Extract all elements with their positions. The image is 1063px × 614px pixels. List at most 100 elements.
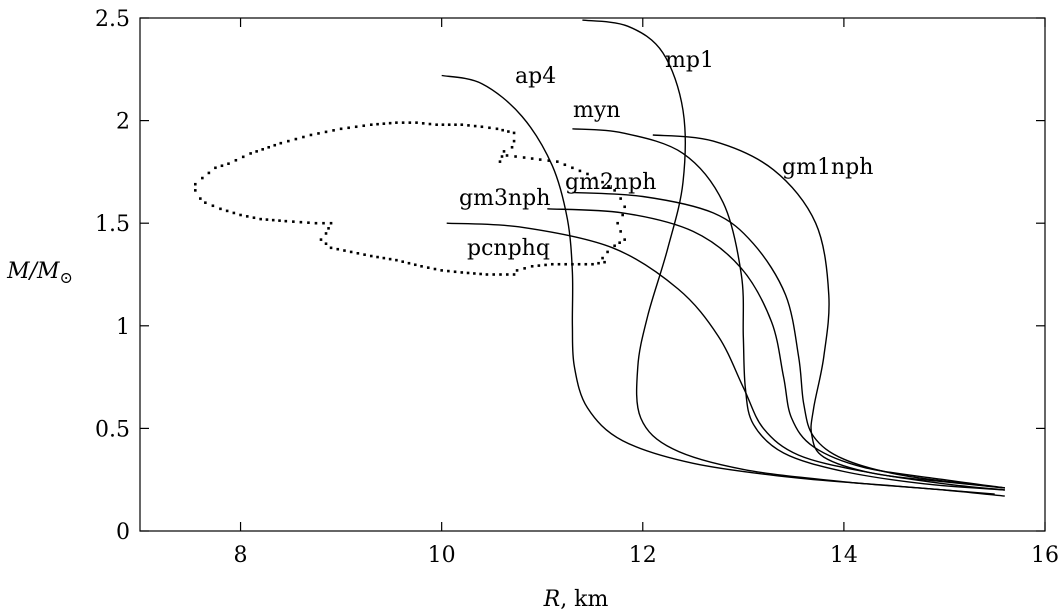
region-dot — [245, 215, 249, 218]
series-label-ap4: ap4 — [515, 64, 556, 89]
region-dot — [523, 267, 526, 270]
region-dot — [395, 258, 398, 262]
region-dot — [547, 159, 551, 162]
series-label-pcnphq: pcnphq — [467, 236, 550, 261]
region-dot — [382, 122, 386, 125]
x-tick-label: 10 — [428, 543, 456, 568]
region-dot — [415, 121, 418, 124]
region-dot — [287, 139, 290, 143]
region-dot — [584, 262, 588, 266]
region-dot — [479, 272, 482, 276]
region-dot — [273, 143, 277, 147]
region-dot — [601, 256, 604, 260]
region-dot — [473, 272, 476, 275]
region-dot — [347, 126, 350, 130]
region-dot — [349, 250, 353, 254]
series-line-pcnphq — [446, 222, 1005, 491]
region-dot — [447, 269, 450, 273]
region-dot — [401, 260, 405, 263]
region-dot — [515, 269, 519, 272]
region-dot — [339, 127, 343, 131]
region-dot — [332, 129, 335, 132]
series-line-ap4 — [441, 74, 995, 495]
region-dot — [319, 238, 323, 241]
series-line-myn — [572, 128, 1005, 491]
region-dot — [314, 221, 318, 225]
region-dot — [407, 261, 411, 265]
region-dot — [363, 253, 366, 256]
region-dot — [571, 166, 574, 170]
region-dot — [194, 182, 197, 186]
region-dot — [619, 230, 622, 233]
region-dot — [500, 155, 504, 158]
region-dot — [199, 197, 202, 200]
region-dot — [488, 126, 491, 130]
region-dot — [441, 123, 445, 127]
region-dot — [492, 273, 496, 276]
region-dot — [603, 260, 606, 264]
region-dot — [284, 219, 288, 223]
region-dot — [252, 216, 256, 220]
region-dot — [606, 250, 609, 254]
region-dot — [616, 221, 619, 225]
y-axis-title: M/M⊙ — [6, 259, 73, 287]
region-dot — [601, 180, 604, 184]
region-dot — [498, 160, 502, 163]
region-dot — [294, 137, 298, 141]
region-dot — [460, 271, 464, 274]
region-dot — [607, 184, 610, 188]
series-line-mp1 — [582, 19, 1005, 497]
region-dot — [227, 162, 230, 165]
region-dot — [395, 121, 398, 124]
region-dot — [278, 219, 281, 222]
region-dot — [327, 227, 330, 230]
region-dot — [623, 238, 626, 241]
region-dot — [420, 264, 423, 268]
x-tick-label: 12 — [629, 543, 657, 568]
region-dot — [591, 262, 594, 266]
series-label-gm3nph: gm3nph — [459, 186, 550, 211]
region-dot — [557, 262, 561, 266]
region-dot — [362, 124, 366, 128]
region-dot — [382, 256, 386, 260]
region-dot — [299, 220, 303, 224]
region-dot — [618, 241, 621, 244]
region-dot — [302, 135, 305, 139]
region-dot — [512, 273, 516, 276]
series-label-mp1: mp1 — [665, 48, 714, 73]
series-line-gm2nph — [572, 191, 1005, 489]
region-dot — [343, 249, 346, 252]
region-dot — [413, 263, 417, 267]
region-dot — [292, 220, 295, 223]
region-dot — [433, 267, 437, 271]
region-dot — [466, 271, 470, 275]
region-dot — [329, 221, 333, 225]
region-dot — [259, 217, 262, 221]
region-dot — [499, 273, 502, 276]
region-dot — [564, 262, 567, 266]
region-dot — [225, 209, 229, 213]
region-dot — [460, 123, 464, 127]
region-dot — [329, 246, 333, 250]
region-dot — [204, 201, 207, 204]
region-dot — [309, 133, 313, 137]
region-dot — [510, 145, 514, 149]
region-dot — [505, 154, 509, 157]
region-dot — [271, 218, 275, 222]
region-dot — [336, 247, 340, 251]
region-dot — [369, 123, 373, 127]
region-dot — [577, 262, 581, 266]
y-tick-label: 1 — [116, 315, 130, 340]
region-dot — [502, 150, 506, 153]
region-dot — [356, 251, 360, 255]
region-dot — [480, 125, 484, 129]
region-dot — [307, 221, 310, 224]
series-line-gm3nph — [547, 208, 1005, 489]
region-dot — [241, 155, 245, 159]
region-dot — [537, 264, 541, 267]
region-dot — [485, 273, 489, 276]
region-dot — [207, 171, 211, 175]
region-dot — [613, 244, 616, 248]
region-dot — [220, 164, 224, 168]
region-dot — [563, 163, 567, 167]
